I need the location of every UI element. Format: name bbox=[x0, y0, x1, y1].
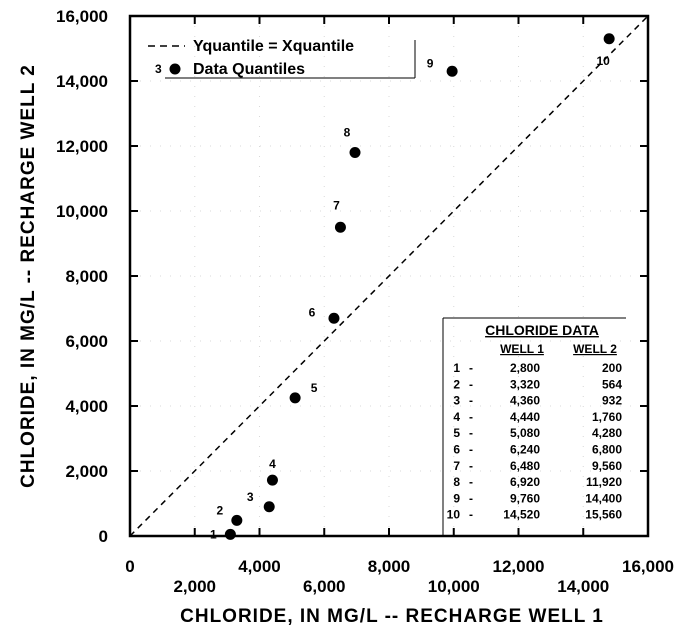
data-point bbox=[289, 392, 301, 404]
data-point bbox=[224, 528, 236, 540]
table-row-dash: - bbox=[469, 508, 473, 522]
reference-line bbox=[129, 15, 649, 537]
data-points bbox=[224, 33, 615, 540]
table-cell-well2: 1,760 bbox=[592, 410, 622, 424]
data-point bbox=[334, 221, 346, 233]
table-row-dash: - bbox=[469, 410, 473, 424]
data-point-label: 10 bbox=[596, 54, 610, 68]
data-point-label: 8 bbox=[344, 126, 351, 140]
table-row-dash: - bbox=[469, 377, 473, 391]
y-axis-title: CHLORIDE, IN MG/L -- RECHARGE WELL 2 bbox=[18, 64, 39, 488]
table-row-index: 5 bbox=[453, 426, 460, 440]
y-tick-label: 12,000 bbox=[56, 137, 108, 156]
y-tick-label: 8,000 bbox=[65, 267, 108, 286]
y-tick-label: 14,000 bbox=[56, 72, 108, 91]
data-point-label: 4 bbox=[269, 457, 276, 471]
data-point bbox=[328, 312, 340, 324]
table-row-index: 8 bbox=[453, 475, 460, 489]
x-tick-label: 8,000 bbox=[368, 557, 411, 576]
table-cell-well1: 4,440 bbox=[510, 410, 540, 424]
table-cell-well2: 9,560 bbox=[592, 459, 622, 473]
data-point-label: 1 bbox=[210, 527, 217, 541]
table-cell-well1: 2,800 bbox=[510, 361, 540, 375]
table-cell-well1: 5,080 bbox=[510, 426, 540, 440]
x-tick-labels: 0 2,000 4,000 6,000 8,000 10,000 12,000 14,000 1… bbox=[125, 557, 674, 596]
data-point-labels: 1 2 3 4 5 6 7 8 9 10 bbox=[210, 54, 610, 542]
table-row-index: 1 bbox=[453, 361, 460, 375]
table-cell-well1: 3,320 bbox=[510, 377, 540, 391]
data-point bbox=[603, 33, 615, 45]
table-cell-well2: 564 bbox=[602, 377, 622, 391]
table-col-well2: WELL 2 bbox=[573, 342, 617, 356]
y-tick-label: 4,000 bbox=[65, 397, 108, 416]
x-tick-label: 12,000 bbox=[493, 557, 545, 576]
data-point-label: 5 bbox=[311, 381, 318, 395]
y-tick-label: 10,000 bbox=[56, 202, 108, 221]
table-row-index: 3 bbox=[453, 394, 460, 408]
table-cell-well2: 6,800 bbox=[592, 443, 622, 457]
table-row-index: 2 bbox=[453, 377, 460, 391]
x-axis-title: CHLORIDE, IN MG/L -- RECHARGE WELL 1 bbox=[180, 606, 604, 627]
legend: Yquantile = Xquantile 3 Data Quantiles bbox=[148, 38, 416, 79]
legend-circle-symbol bbox=[169, 63, 181, 75]
table-row-dash: - bbox=[469, 459, 473, 473]
data-point-label: 9 bbox=[427, 56, 434, 70]
x-tick-label: 16,000 bbox=[622, 557, 674, 576]
table-cell-well2: 4,280 bbox=[592, 426, 622, 440]
chloride-data-table: CHLORIDE DATA WELL 1 WELL 2 1-2,800 2002-… bbox=[442, 317, 626, 536]
table-cell-well1: 6,240 bbox=[510, 443, 540, 457]
table-cell-well1: 9,760 bbox=[510, 491, 540, 505]
data-point bbox=[231, 514, 243, 526]
x-tick-label: 2,000 bbox=[173, 577, 216, 596]
y-tick-label: 0 bbox=[99, 527, 108, 546]
table-cell-well1: 14,520 bbox=[503, 508, 540, 522]
legend-label-reference: Yquantile = Xquantile bbox=[193, 38, 354, 55]
x-tick-label: 10,000 bbox=[428, 577, 480, 596]
table-row-index: 9 bbox=[453, 491, 460, 505]
data-point-label: 7 bbox=[333, 198, 340, 212]
table-row-dash: - bbox=[469, 475, 473, 489]
x-tick-label: 4,000 bbox=[238, 557, 281, 576]
table-cell-well1: 6,920 bbox=[510, 475, 540, 489]
table-cell-well2: 14,400 bbox=[585, 491, 622, 505]
table-row-index: 6 bbox=[453, 443, 460, 457]
table-cell-well1: 4,360 bbox=[510, 394, 540, 408]
data-point-label: 3 bbox=[247, 490, 254, 504]
data-point bbox=[263, 501, 275, 513]
data-point bbox=[446, 65, 458, 77]
table-col-well1: WELL 1 bbox=[500, 342, 544, 356]
table-row-index: 10 bbox=[447, 508, 461, 522]
legend-marker-text: 3 bbox=[155, 62, 162, 76]
table-row-dash: - bbox=[469, 394, 473, 408]
table-row-index: 4 bbox=[453, 410, 460, 424]
y-tick-label: 6,000 bbox=[65, 332, 108, 351]
table-cell-well2: 200 bbox=[602, 361, 622, 375]
table-row-index: 7 bbox=[453, 459, 460, 473]
x-tick-label: 14,000 bbox=[557, 577, 609, 596]
data-point-label: 6 bbox=[309, 305, 316, 319]
legend-label-data: Data Quantiles bbox=[193, 61, 305, 78]
y-tick-label: 16,000 bbox=[56, 7, 108, 26]
data-point bbox=[266, 474, 278, 486]
axis-ticks bbox=[129, 15, 649, 537]
data-point-label: 2 bbox=[216, 503, 223, 517]
data-point bbox=[349, 147, 361, 158]
x-tick-label: 6,000 bbox=[303, 577, 346, 596]
table-cell-well2: 15,560 bbox=[585, 508, 622, 522]
x-tick-label: 0 bbox=[125, 557, 134, 576]
y-tick-labels: 0 2,000 4,000 6,000 8,000 10,000 12,000 14,000 1… bbox=[56, 7, 108, 546]
table-cell-well2: 932 bbox=[602, 394, 622, 408]
table-cell-well2: 11,920 bbox=[586, 475, 622, 489]
table-cell-well1: 6,480 bbox=[510, 459, 540, 473]
table-title: CHLORIDE DATA bbox=[485, 322, 599, 338]
table-row-dash: - bbox=[469, 491, 473, 505]
table-row-dash: - bbox=[469, 443, 473, 457]
y-tick-label: 2,000 bbox=[65, 462, 108, 481]
table-row-dash: - bbox=[469, 426, 473, 440]
table-row-dash: - bbox=[469, 361, 473, 375]
